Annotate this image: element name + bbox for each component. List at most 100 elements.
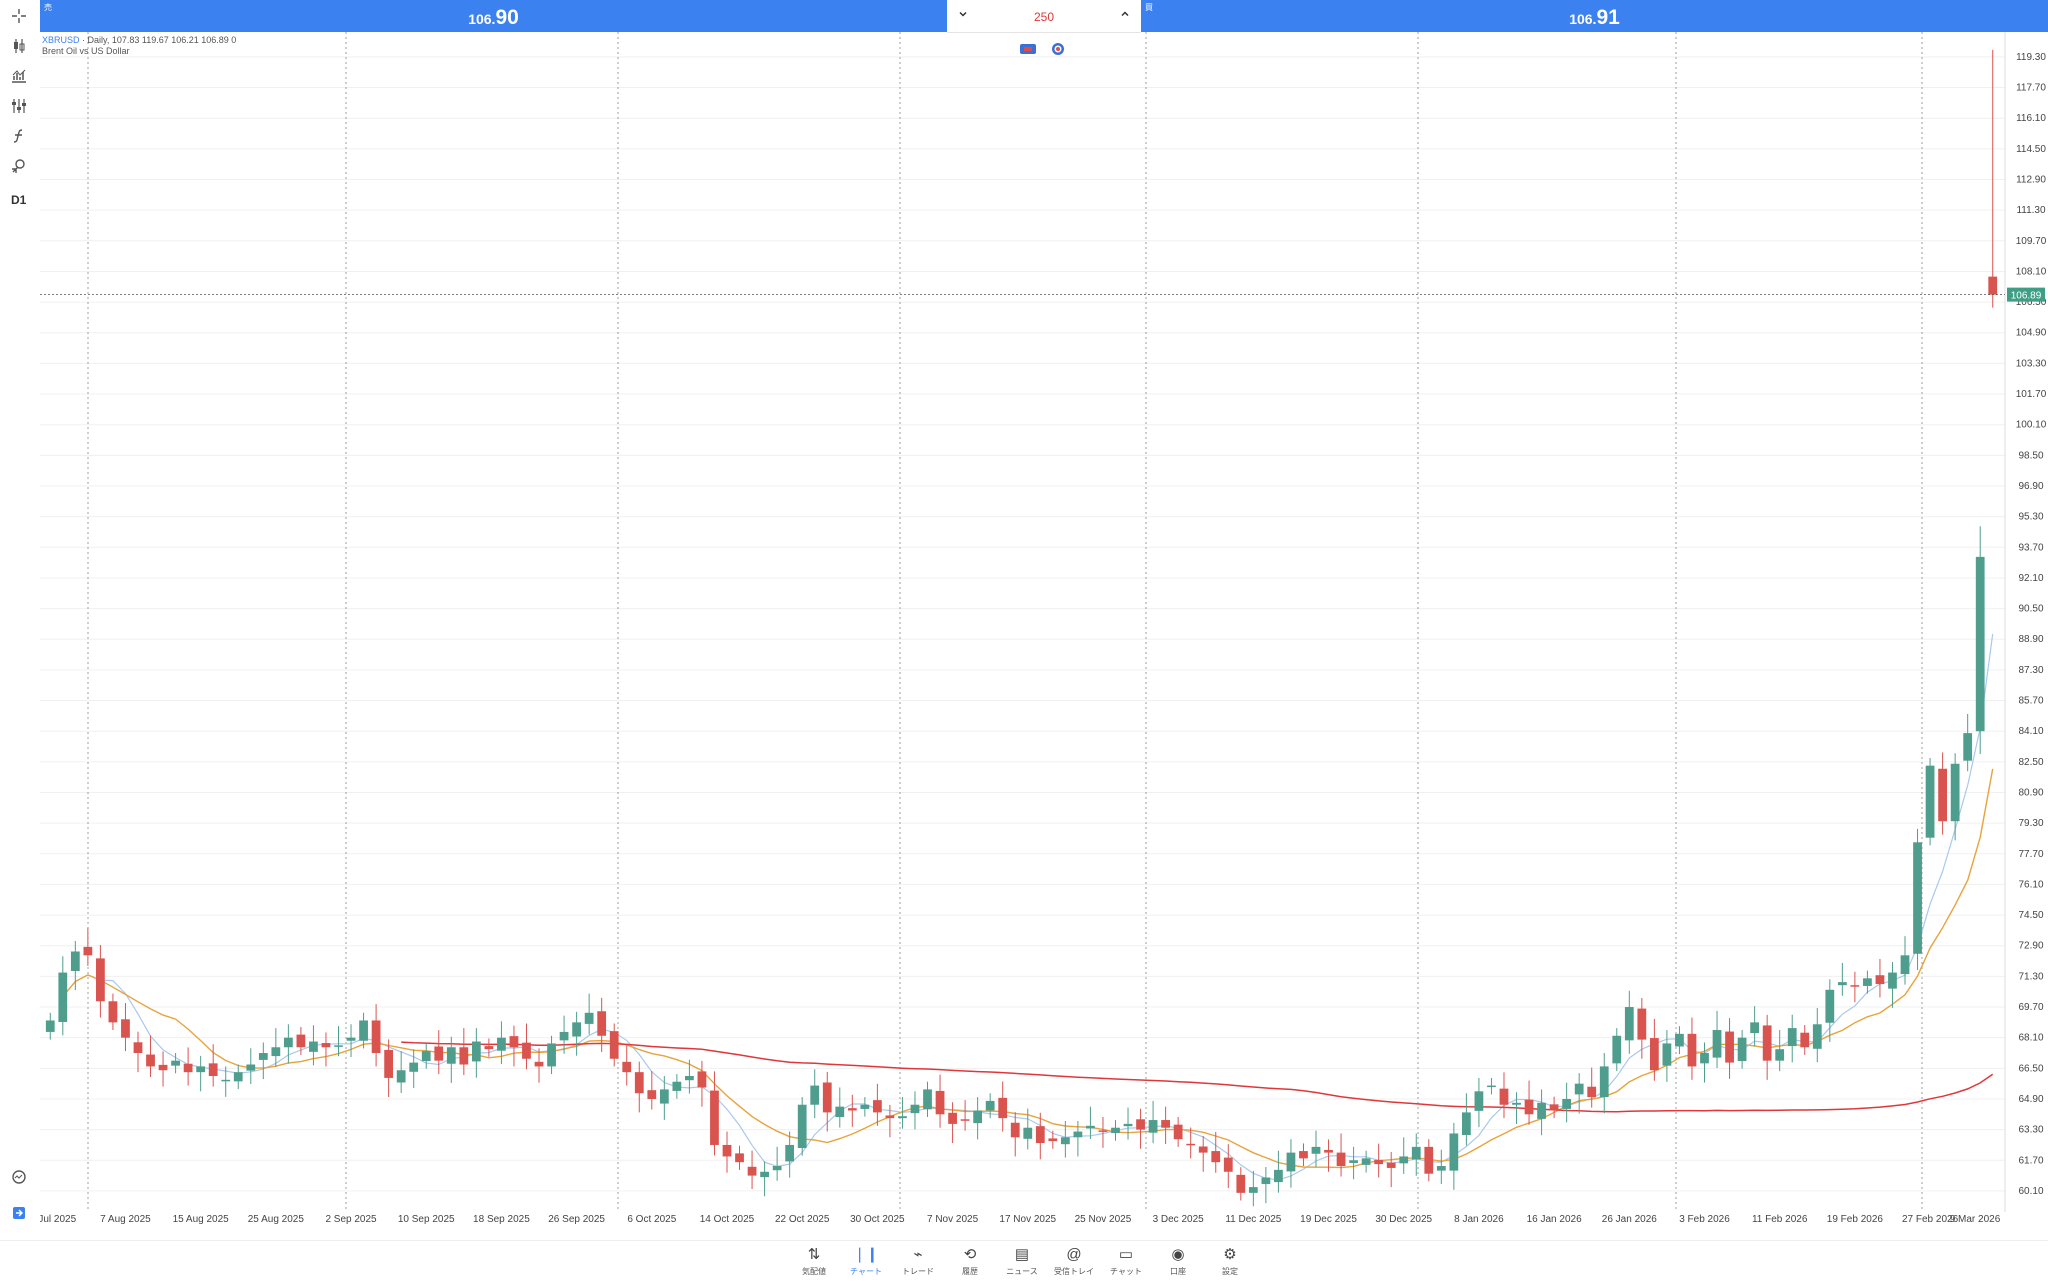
indicators-icon[interactable] xyxy=(9,66,29,86)
candle-body xyxy=(384,1049,394,1078)
y-tick-label: 85.70 xyxy=(2018,696,2043,707)
flag-icon[interactable] xyxy=(1020,44,1036,54)
candle-body xyxy=(1248,1187,1258,1193)
quotes-icon: ⇅ xyxy=(807,1246,821,1263)
buy-price-small: 106. xyxy=(1569,11,1597,27)
nav-label: 口座 xyxy=(1170,1267,1186,1276)
y-tick-label: 90.50 xyxy=(2018,604,2043,615)
candle-body xyxy=(1762,1025,1772,1061)
candle-type-icon[interactable] xyxy=(9,36,29,56)
sell-button[interactable]: 売 106.90 xyxy=(40,0,947,32)
candle-body xyxy=(747,1166,757,1176)
timeframe-d1[interactable]: D1 xyxy=(11,193,27,207)
candle-body xyxy=(722,1144,732,1157)
symbol-info: XBRUSD · Daily, 107.83 119.67 106.21 106… xyxy=(42,35,237,56)
chevron-up-icon[interactable] xyxy=(1117,8,1133,24)
candle-body xyxy=(509,1036,519,1048)
candle-body xyxy=(221,1079,231,1082)
candle-body xyxy=(998,1097,1008,1119)
candle-body xyxy=(1687,1033,1697,1067)
y-tick-label: 72.90 xyxy=(2018,941,2043,952)
candle-body xyxy=(1875,975,1885,985)
candle-body xyxy=(371,1020,381,1054)
nav-item[interactable]: ❘❙ チャート xyxy=(840,1245,892,1277)
nav-item[interactable]: ⇅ 気配値 xyxy=(788,1245,840,1277)
x-tick-label: 25 Aug 2025 xyxy=(248,1214,305,1225)
currency-icon[interactable] xyxy=(1052,43,1064,55)
candle-body xyxy=(1725,1031,1734,1063)
y-tick-label: 95.30 xyxy=(2018,512,2043,523)
candle-body xyxy=(459,1047,469,1065)
price-chart[interactable]: 119.30 117.70 116.10 114.50 112.90 111.30 109.… xyxy=(40,32,2048,1226)
left-toolbar: D1 xyxy=(0,0,38,1240)
candle-body xyxy=(973,1110,983,1124)
sell-price-big: 90 xyxy=(495,6,519,29)
candle-body xyxy=(1048,1138,1058,1142)
volume-value[interactable]: 250 xyxy=(1033,10,1055,24)
chevron-down-icon[interactable] xyxy=(955,8,971,24)
nav-label: ニュース xyxy=(1006,1267,1038,1276)
candle-body xyxy=(772,1166,782,1171)
candle-body xyxy=(1925,765,1935,838)
candle-body xyxy=(283,1037,293,1048)
candle-body xyxy=(158,1064,168,1071)
candle-body xyxy=(872,1100,882,1113)
candle-body xyxy=(1336,1152,1346,1167)
nav-item[interactable]: ⚙ 設定 xyxy=(1204,1245,1256,1277)
candle-body xyxy=(572,1022,581,1037)
candle-body xyxy=(1938,768,1947,822)
chart-area[interactable]: 119.30 117.70 116.10 114.50 112.90 111.30 109.… xyxy=(40,32,2048,1226)
candle-body xyxy=(885,1115,895,1119)
candle-body xyxy=(622,1061,632,1073)
objects-icon[interactable] xyxy=(9,156,29,176)
candle-body xyxy=(559,1031,569,1041)
zoom-icon[interactable] xyxy=(9,1167,29,1187)
candle-body xyxy=(434,1046,444,1061)
candle-body xyxy=(522,1042,531,1059)
nav-item[interactable]: ▭ チャット xyxy=(1100,1245,1152,1277)
nav-item[interactable]: @ 受信トレイ xyxy=(1048,1245,1100,1277)
y-tick-label: 117.70 xyxy=(2016,83,2046,94)
candle-body xyxy=(1136,1119,1145,1130)
sell-price: 106.90 xyxy=(40,6,947,30)
candle-body xyxy=(421,1051,431,1062)
y-tick-label: 104.90 xyxy=(2016,328,2047,339)
candle-body xyxy=(910,1104,920,1114)
x-tick-label: 14 Oct 2025 xyxy=(700,1214,755,1225)
sell-caption: 売 xyxy=(44,3,52,12)
y-tick-label: 80.90 xyxy=(2018,787,2043,798)
price-tag: 106.89 xyxy=(2011,291,2042,302)
nav-item[interactable]: ◉ 口座 xyxy=(1152,1245,1204,1277)
crosshair-icon[interactable] xyxy=(9,6,29,26)
function-icon[interactable] xyxy=(9,126,29,146)
y-tick-label: 109.70 xyxy=(2016,236,2047,247)
candle-body xyxy=(1361,1158,1371,1165)
buy-price: 106.91 xyxy=(1141,6,2048,30)
x-tick-label: 26 Jan 2026 xyxy=(1602,1214,1657,1225)
candle-body xyxy=(1975,556,1985,732)
candle-body xyxy=(1223,1157,1233,1172)
buy-button[interactable]: 買 106.91 xyxy=(1141,0,2048,32)
nav-item[interactable]: ⌁ トレード xyxy=(892,1245,944,1277)
candle-body xyxy=(1825,989,1835,1023)
candle-body xyxy=(484,1046,494,1050)
x-tick-label: 22 Oct 2025 xyxy=(775,1214,830,1225)
history-icon: ⟲ xyxy=(963,1246,977,1263)
candle-body xyxy=(697,1071,707,1088)
candle-body xyxy=(822,1082,832,1113)
candle-body xyxy=(1324,1149,1333,1153)
candle-body xyxy=(1863,978,1872,986)
nav-item[interactable]: ▤ ニュース xyxy=(996,1245,1048,1277)
candle-body xyxy=(1800,1032,1810,1048)
x-tick-label: 11 Feb 2026 xyxy=(1752,1214,1808,1225)
candle-body xyxy=(760,1171,769,1178)
symbol-name[interactable]: XBRUSD xyxy=(42,35,80,45)
one-click-trading-icon[interactable] xyxy=(9,1203,29,1223)
x-tick-label: 19 Feb 2026 xyxy=(1827,1214,1884,1225)
y-tick-label: 119.30 xyxy=(2016,52,2046,63)
nav-item[interactable]: ⟲ 履歴 xyxy=(944,1245,996,1277)
settings-sliders-icon[interactable] xyxy=(9,96,29,116)
y-tick-label: 114.50 xyxy=(2016,144,2046,155)
y-tick-label: 87.30 xyxy=(2018,665,2043,676)
candle-body xyxy=(233,1072,243,1082)
